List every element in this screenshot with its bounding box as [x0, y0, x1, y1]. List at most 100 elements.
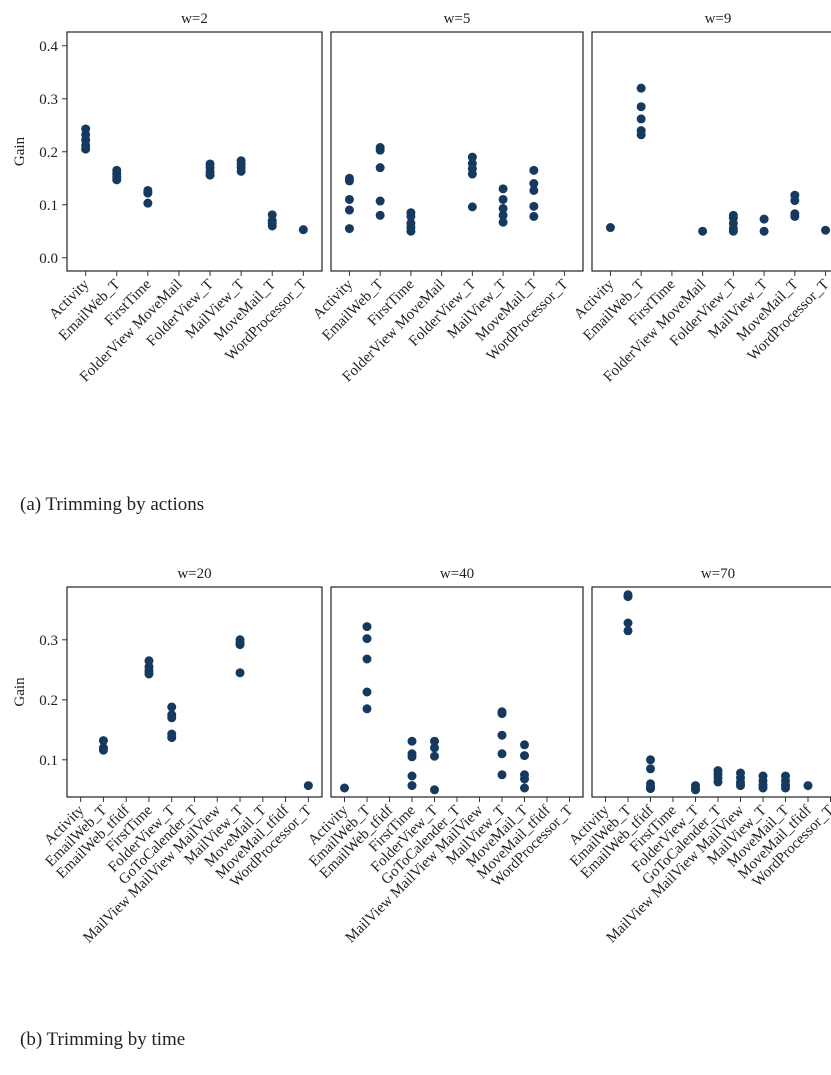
point	[790, 196, 800, 206]
point	[406, 226, 416, 236]
point	[375, 163, 385, 173]
point	[498, 194, 508, 204]
point	[623, 626, 633, 636]
point	[362, 654, 372, 664]
point	[467, 169, 477, 179]
point	[167, 733, 177, 743]
point	[623, 592, 633, 602]
y-tick-label: 0.0	[39, 251, 58, 267]
point	[529, 185, 539, 195]
facet-title: w=9	[705, 11, 732, 27]
point	[467, 152, 477, 162]
caption: (a) Trimming by actions	[20, 494, 204, 515]
point	[303, 781, 313, 791]
point	[344, 194, 354, 204]
caption: (b) Trimming by time	[20, 1029, 185, 1050]
point	[736, 781, 745, 791]
point	[498, 210, 508, 220]
point	[430, 751, 439, 761]
point	[235, 640, 245, 650]
point	[144, 669, 154, 679]
y-tick-label: 0.2	[39, 145, 58, 161]
point	[362, 704, 372, 714]
point	[430, 736, 439, 746]
y-tick-label: 0.4	[39, 39, 58, 55]
point	[375, 196, 385, 206]
point	[406, 211, 416, 221]
point	[497, 709, 507, 719]
point	[520, 740, 529, 750]
point	[235, 668, 245, 678]
point	[529, 179, 539, 189]
point	[529, 201, 539, 211]
y-axis-label: Gain	[12, 136, 28, 166]
point	[520, 774, 529, 784]
point	[143, 188, 153, 198]
facet-title: w=2	[181, 11, 208, 27]
panel	[66, 586, 323, 798]
point	[236, 166, 246, 176]
point	[636, 102, 646, 112]
y-axis-label: Gain	[12, 677, 28, 707]
point	[713, 777, 723, 787]
point	[646, 764, 655, 774]
facet-title: w=5	[444, 11, 471, 27]
point	[520, 783, 529, 793]
point	[636, 114, 646, 124]
y-tick-label: 0.3	[39, 633, 58, 649]
point	[497, 730, 507, 740]
point	[143, 198, 153, 208]
point	[430, 743, 439, 753]
point	[646, 755, 655, 765]
point	[821, 225, 831, 235]
point	[167, 702, 177, 712]
point	[344, 205, 354, 215]
facet-title: w=20	[177, 566, 211, 582]
point	[344, 224, 354, 234]
point	[498, 203, 508, 213]
point	[298, 225, 308, 235]
point	[636, 130, 646, 140]
point	[467, 202, 477, 212]
point	[758, 783, 768, 793]
point	[728, 226, 738, 236]
point	[498, 217, 508, 227]
point	[636, 83, 646, 93]
point	[430, 785, 439, 795]
point	[759, 226, 769, 236]
point	[407, 736, 417, 746]
point	[529, 165, 539, 175]
point	[205, 170, 215, 180]
point	[691, 785, 700, 795]
y-tick-label: 0.1	[39, 753, 58, 769]
point	[362, 634, 372, 644]
point	[803, 781, 813, 791]
point	[605, 223, 615, 233]
point	[375, 210, 385, 220]
point	[623, 618, 633, 628]
facet-title: w=40	[440, 566, 474, 582]
point	[497, 749, 507, 759]
point	[520, 751, 529, 761]
point	[81, 144, 91, 154]
facet-title: w=70	[701, 566, 735, 582]
point	[529, 211, 539, 221]
point	[167, 713, 177, 723]
y-tick-label: 0.2	[39, 693, 58, 709]
point	[498, 184, 508, 194]
point	[407, 752, 417, 762]
panel	[66, 31, 323, 272]
point	[759, 214, 769, 224]
panel	[591, 586, 831, 798]
point	[497, 770, 507, 780]
panel	[330, 31, 584, 272]
point	[407, 781, 417, 791]
point	[375, 145, 385, 155]
point	[340, 783, 349, 793]
point	[362, 622, 372, 632]
point	[781, 783, 790, 793]
point	[98, 736, 108, 746]
point	[407, 771, 417, 781]
